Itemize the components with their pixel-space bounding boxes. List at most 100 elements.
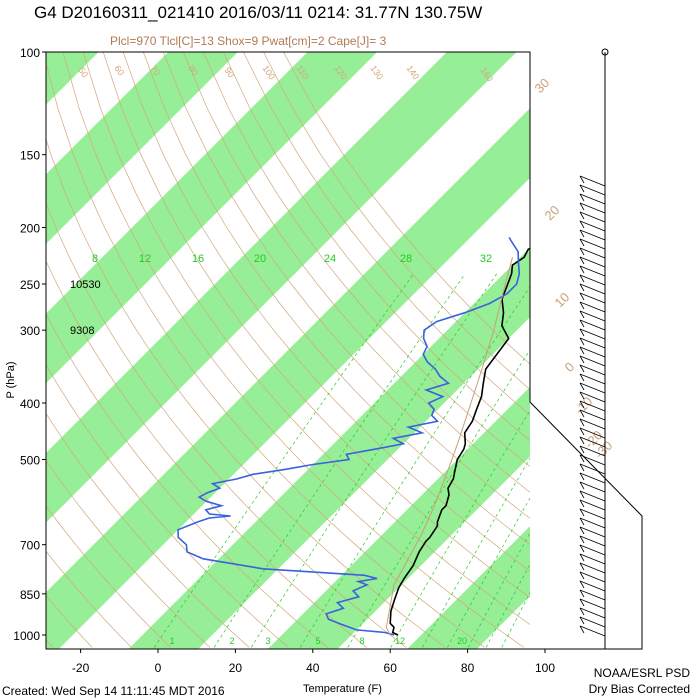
- wind-barb-flag: [579, 283, 585, 292]
- wind-barb-flag: [579, 292, 585, 301]
- height-label: 9308: [70, 325, 94, 337]
- dry-adiabat-line: [142, 52, 530, 546]
- wind-barb-flag: [579, 337, 585, 346]
- wind-barb: [579, 319, 606, 331]
- y-axis-label: P (hPa): [5, 361, 17, 398]
- dry-adiabat-line: [46, 459, 211, 648]
- mixing-ratio-line: [250, 273, 498, 648]
- dry-adiabat-label: 130: [368, 63, 385, 81]
- wind-barb: [579, 355, 606, 367]
- wind-barb-flag: [579, 193, 585, 202]
- x-tick-label: 20: [229, 661, 243, 675]
- wind-barb-flag: [579, 355, 585, 364]
- y-tick-label: 300: [20, 324, 40, 338]
- created-timestamp: Created: Wed Sep 14 11:11:45 MDT 2016: [2, 684, 225, 698]
- wind-barb-flag: [579, 625, 585, 634]
- wind-barb: [579, 256, 606, 268]
- wind-barb-flag: [579, 544, 585, 553]
- wind-barb: [579, 580, 606, 592]
- wind-barb-flag: [579, 571, 585, 580]
- wind-barb-flag: [579, 445, 585, 454]
- x-axis-label: Temperature (F): [303, 683, 382, 695]
- isotherm-band: [128, 247, 530, 649]
- wind-barb-flag: [579, 247, 585, 256]
- wind-barb: [579, 544, 606, 556]
- wind-barb-flag: [579, 472, 585, 481]
- wind-barb-flag: [579, 310, 585, 319]
- mixing-ratio-bottom-label: 3: [265, 636, 270, 646]
- wind-barb: [579, 373, 606, 385]
- isotherm-band: [46, 52, 378, 384]
- dry-adiabat-line: [82, 52, 530, 625]
- dry-adiabat-line: [46, 364, 289, 648]
- x-tick-label: 80: [461, 661, 475, 675]
- y-tick-label: 200: [20, 222, 40, 236]
- wind-barb-flag: [579, 319, 585, 328]
- wind-barb: [579, 490, 606, 502]
- wind-barb: [579, 625, 606, 637]
- dry-adiabat-line: [102, 52, 530, 599]
- wind-barb-flag: [579, 481, 585, 490]
- dry-adiabat-label: 60: [112, 63, 126, 77]
- x-tick-label: 0: [155, 661, 162, 675]
- wind-barb: [579, 220, 606, 232]
- wind-barb-flag: [579, 184, 585, 193]
- isotherm-label: 0: [562, 359, 578, 375]
- mixing-ratio-bottom-label: 8: [359, 636, 364, 646]
- wind-barb: [579, 616, 606, 628]
- wind-barb-flag: [579, 463, 585, 472]
- dry-adiabat-label: 50: [76, 65, 90, 79]
- x-tick-label: 40: [306, 661, 320, 675]
- dry-adiabat-line: [46, 639, 54, 648]
- y-tick-label: 500: [20, 454, 40, 468]
- wind-barb: [579, 328, 606, 340]
- wind-barb-flag: [579, 382, 585, 391]
- wind-barb-flag: [579, 553, 585, 562]
- dry-adiabat-line: [122, 52, 530, 572]
- wind-barb-flag: [579, 499, 585, 508]
- wind-barb: [579, 472, 606, 484]
- wind-barb: [579, 346, 606, 358]
- wind-barb: [579, 436, 606, 448]
- dry-adiabat-line: [46, 61, 485, 648]
- dry-adiabat-line: [46, 202, 407, 648]
- isotherm-band: [267, 386, 530, 649]
- wind-barb-flag: [579, 229, 585, 238]
- wind-barb-flag: [579, 616, 585, 625]
- wind-barb-flag: [579, 256, 585, 265]
- wind-barb-flag: [579, 526, 585, 535]
- temperature-line: [389, 247, 530, 636]
- mixing-ratio-line: [153, 273, 414, 648]
- dry-adiabat-line: [46, 595, 93, 648]
- wind-barb-flag: [579, 211, 585, 220]
- x-tick-label: -20: [72, 661, 90, 675]
- wind-barb-flag: [579, 346, 585, 355]
- chart-subtitle: Plcl=970 Tlcl[C]=13 Shox=9 Pwat[cm]=2 Ca…: [110, 34, 387, 48]
- wind-barb: [579, 589, 606, 601]
- dry-adiabat-line: [162, 52, 530, 519]
- wind-barb-flag: [579, 607, 585, 616]
- mixing-ratio-label: 12: [139, 253, 151, 265]
- wind-barb-flag: [579, 418, 585, 427]
- wind-barb-flag: [579, 562, 585, 571]
- dry-adiabat-line: [46, 412, 250, 648]
- wind-barb: [579, 445, 606, 457]
- wind-barb-flag: [579, 535, 585, 544]
- wind-barb: [579, 535, 606, 547]
- wind-barb: [579, 463, 606, 475]
- dry-adiabat-line: [182, 52, 530, 493]
- wind-barb-flag: [579, 328, 585, 337]
- dry-adiabat-line: [203, 52, 530, 467]
- dry-adiabat-label: 80: [186, 63, 200, 77]
- wind-barb-flag: [579, 589, 585, 598]
- wind-barb: [579, 292, 606, 304]
- dry-adiabat-line: [46, 505, 171, 648]
- wind-barb: [579, 553, 606, 565]
- y-tick-label: 100: [20, 46, 40, 60]
- y-tick-label: 1000: [13, 629, 40, 643]
- wind-barb-flag: [579, 175, 585, 184]
- wind-calm-marker: [601, 48, 609, 56]
